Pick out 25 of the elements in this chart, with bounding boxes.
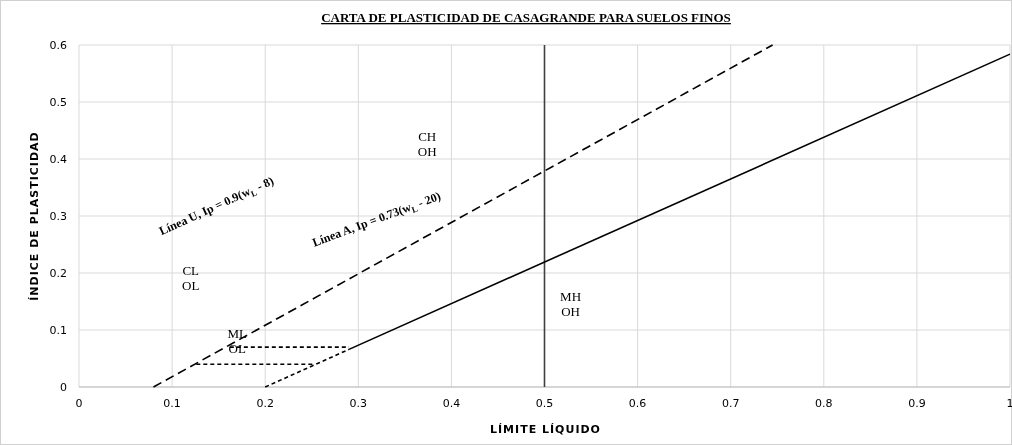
chart-title: CARTA DE PLASTICIDAD DE CASAGRANDE PARA SUELOS FINOS xyxy=(321,10,731,25)
x-tick-label: 0.7 xyxy=(721,397,740,410)
y-tick-label: 0.1 xyxy=(49,324,67,337)
x-tick-label: 0.4 xyxy=(442,397,461,410)
x-tick-label: 0.3 xyxy=(349,397,368,410)
y-tick-label: 0.5 xyxy=(49,96,67,109)
annotation: CL OL xyxy=(182,263,200,294)
y-tick-label: 0.6 xyxy=(49,39,67,52)
y-tick-label: 0.4 xyxy=(49,153,67,166)
x-tick-label: 0.2 xyxy=(256,397,274,410)
y-tick-label: 0 xyxy=(60,381,67,394)
x-tick-label: 0 xyxy=(75,397,83,410)
x-tick-label: 0.5 xyxy=(535,397,554,410)
annotation: ML OL xyxy=(227,326,248,357)
y-axis-title: ÍNDICE DE PLASTICIDAD xyxy=(28,131,41,301)
x-tick-label: 0.1 xyxy=(163,397,181,410)
x-tick-label: 1 xyxy=(1006,397,1012,410)
x-tick-label: 0.8 xyxy=(815,397,833,410)
y-tick-label: 0.3 xyxy=(49,210,67,223)
y-tick-label: 0.2 xyxy=(49,267,67,280)
annotation: CH OH xyxy=(417,128,437,159)
annotation: MH OH xyxy=(560,288,582,319)
x-axis-title: LÍMITE LÍQUIDO xyxy=(490,423,601,436)
x-tick-label: 0.9 xyxy=(908,397,926,410)
x-tick-label: 0.6 xyxy=(628,397,647,410)
